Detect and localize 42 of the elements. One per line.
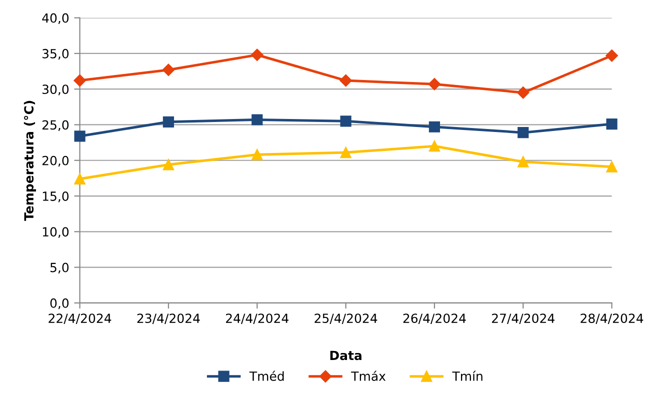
y-tick-label: 0,0 xyxy=(50,298,69,310)
point xyxy=(606,118,618,130)
y-axis-title: Temperatura (°C) xyxy=(24,100,36,221)
point xyxy=(252,149,263,160)
point xyxy=(340,116,352,127)
x-tick-label: 22/4/2024 xyxy=(48,314,112,324)
point xyxy=(428,140,440,152)
point xyxy=(428,121,440,132)
point xyxy=(428,78,441,90)
x-tick-label: 24/4/2024 xyxy=(226,314,288,324)
point xyxy=(252,114,263,126)
point xyxy=(517,86,530,99)
legend-label: Tméd xyxy=(249,370,284,381)
point xyxy=(162,159,174,170)
point xyxy=(251,48,264,61)
point xyxy=(518,156,529,168)
point xyxy=(340,146,352,158)
x-tick-label: 26/4/2024 xyxy=(403,314,466,324)
point xyxy=(74,74,86,87)
x-axis-title: Data xyxy=(330,350,362,360)
point xyxy=(162,116,174,128)
point xyxy=(340,74,352,87)
x-tick-label: 23/4/2024 xyxy=(137,314,200,324)
point xyxy=(518,127,529,138)
y-tick-label: 10,0 xyxy=(42,227,69,238)
y-tick-label: 15,0 xyxy=(42,191,69,202)
x-tick-label: 27/4/2024 xyxy=(492,314,554,324)
point xyxy=(74,173,86,184)
legend-label: Tmín xyxy=(452,370,482,381)
y-tick-label: 25,0 xyxy=(42,120,69,131)
point xyxy=(74,130,86,142)
x-tick-label: 25/4/2024 xyxy=(314,314,378,324)
legend-label: Tmáx xyxy=(351,370,386,381)
point xyxy=(606,50,618,62)
point xyxy=(162,64,175,76)
y-tick-label: 35,0 xyxy=(42,48,69,60)
x-tick-label: 28/4/2024 xyxy=(580,314,644,324)
y-tick-label: 30,0 xyxy=(42,84,69,96)
y-tick-label: 5,0 xyxy=(50,262,69,274)
point xyxy=(606,161,618,172)
y-tick-label: 20,0 xyxy=(42,156,69,167)
y-tick-label: 40,0 xyxy=(42,13,69,24)
